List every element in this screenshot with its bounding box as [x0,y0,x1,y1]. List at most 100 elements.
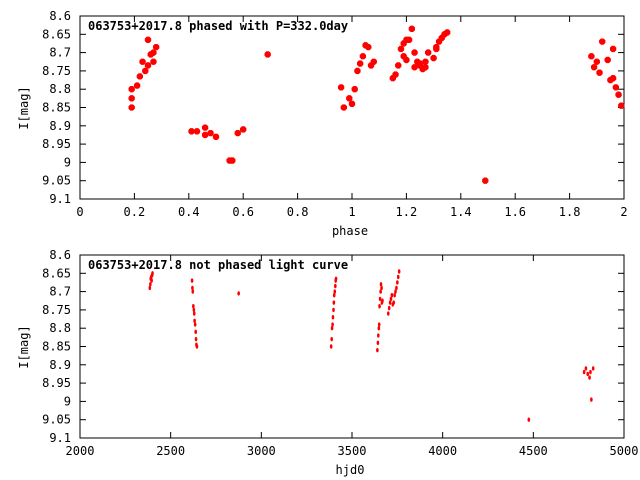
data-point [151,271,154,276]
data-point [396,274,400,280]
data-point [331,322,334,327]
data-point [411,64,418,71]
y-tick-label: 8.7 [49,46,71,60]
data-point [593,58,600,65]
y-tick-label: 9.1 [49,192,71,206]
data-point [422,64,429,71]
data-point [527,417,531,422]
phased-light-curve-panel: 063753+2017.8 phased with P=332.0day pha… [17,9,628,238]
data-point [331,315,335,320]
y-tick-label: 8.65 [42,266,71,280]
data-point [152,43,160,51]
x-tick-label: 0.8 [287,205,309,219]
data-point [234,129,241,137]
data-point [403,56,410,64]
data-point [192,307,196,313]
data-point [582,369,586,375]
data-point [193,128,201,135]
data-point [380,285,383,291]
data-point [378,304,381,309]
x-tick-label: 0.4 [178,205,200,219]
x-tick-label: 1.6 [504,205,526,219]
x-axis-label: hjd0 [336,463,365,477]
tick-group: 0 0.2 0.4 0.6 0.8 1 1.2 1.4 1.6 1.8 2 8.6 8.65 8.7 8.7… [42,9,628,219]
data-point [393,293,396,298]
data-point [128,95,135,102]
x-tick-label: 1.4 [450,205,472,219]
y-tick-label: 9.05 [42,174,71,188]
data-point [351,86,358,93]
y-tick-label: 8.85 [42,340,71,354]
data-point [397,45,405,53]
chart-title: 063753+2017.8 phased with P=332.0day [88,19,348,33]
data-point [395,62,402,69]
y-tick-label: 8.6 [49,9,71,23]
data-point [591,366,595,371]
data-point [346,95,353,102]
data-point [332,307,335,313]
data-point [377,322,381,327]
data-point [584,366,588,371]
data-point [333,289,337,294]
data-point [330,326,334,331]
data-point [188,128,195,135]
data-point [618,102,625,109]
data-point [144,36,152,43]
data-point [329,344,333,349]
data-point [379,289,382,294]
data-point [589,369,592,375]
data-point [264,51,271,58]
data-point [405,36,413,43]
data-point [191,285,194,291]
data-point [348,100,356,108]
data-point [194,336,198,342]
data-point [396,280,399,285]
data-point [379,282,383,287]
data-point [201,124,209,131]
y-tick-label: 8.8 [49,321,71,335]
data-point [411,49,418,56]
x-tick-label: 1.2 [396,205,418,219]
y-tick-label: 8.9 [49,358,71,372]
data-point [128,86,135,93]
unphased-light-curve-panel: 063753+2017.8 not phased light curve hjd… [17,248,638,477]
y-tick-label: 8.9 [49,119,71,133]
data-point [482,177,489,184]
y-tick-label: 9.05 [42,413,71,427]
data-point [599,38,606,45]
data-point [142,67,149,75]
y-tick-label: 8.7 [49,285,71,299]
plot-frame [79,254,625,439]
data-point [192,304,195,309]
x-tick-label: 4000 [428,444,457,458]
data-point [150,278,153,283]
x-tick-label: 0.2 [124,205,146,219]
data-point [149,282,152,287]
data-point [588,375,591,380]
data-point [588,53,595,60]
data-point [201,131,209,139]
x-tick-label: 5000 [610,444,639,458]
data-point [433,43,440,51]
y-tick-label: 8.8 [49,82,71,96]
x-tick-label: 1.8 [559,205,581,219]
data-point [609,75,617,82]
data-point [190,278,194,283]
y-tick-label: 9.1 [49,431,71,445]
x-tick-label: 3000 [247,444,276,458]
data-point [376,340,380,346]
y-tick-label: 9 [64,394,71,408]
y-tick-label: 8.75 [42,303,71,317]
data-point [430,54,437,62]
data-point [332,293,336,298]
data-point [408,25,416,32]
y-tick-label: 9 [64,155,71,169]
data-point [148,285,152,291]
y-axis-label: I[mag] [17,86,31,129]
data-point [416,60,424,67]
data-point [144,62,152,69]
y-tick-label: 8.85 [42,101,71,115]
data-point [240,126,247,133]
data-point [192,311,196,316]
